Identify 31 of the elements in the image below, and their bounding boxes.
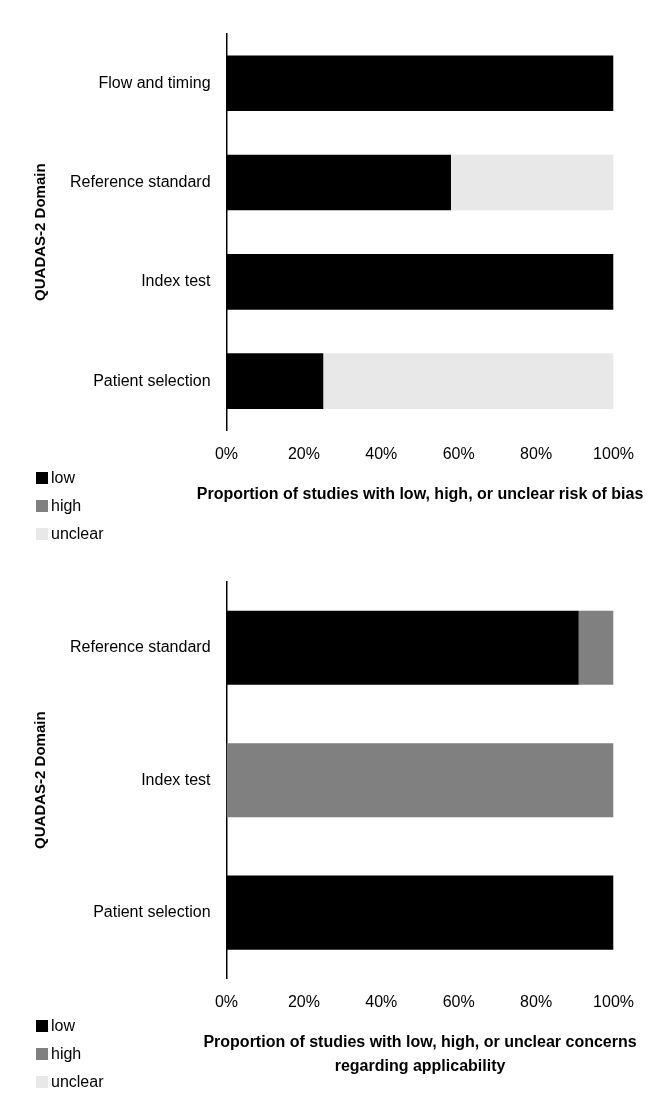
y-tick-label: Index test bbox=[141, 770, 212, 788]
y-tick-label: Patient selection bbox=[93, 903, 211, 921]
x-tick-label: 100% bbox=[593, 444, 634, 462]
y-tick-label: Patient selection bbox=[93, 371, 211, 389]
y-tick-label: Reference standard bbox=[70, 638, 211, 656]
bar bbox=[451, 154, 614, 211]
legend-label: low bbox=[51, 469, 76, 487]
legend-label: unclear bbox=[51, 1073, 104, 1091]
legend-label: high bbox=[51, 497, 82, 515]
legend-label: high bbox=[51, 1045, 82, 1063]
x-tick-label: 80% bbox=[520, 992, 553, 1010]
x-tick-label: 40% bbox=[365, 992, 398, 1010]
x-tick-label: 20% bbox=[287, 444, 320, 462]
y-axis-title: QUADAS-2 Domain bbox=[31, 163, 49, 301]
y-axis-title: QUADAS-2 Domain bbox=[31, 711, 49, 849]
legend-label: unclear bbox=[51, 525, 104, 543]
y-tick-label: Reference standard bbox=[70, 172, 211, 190]
y-tick-label: Index test bbox=[141, 272, 212, 290]
x-tick-label: 60% bbox=[442, 444, 475, 462]
y-tick-label: Flow and timing bbox=[98, 73, 211, 91]
x-tick-label: 0% bbox=[214, 992, 239, 1010]
legend-label: low bbox=[51, 1017, 76, 1035]
x-tick-label: 0% bbox=[214, 444, 239, 462]
x-tick-label: 20% bbox=[287, 992, 320, 1010]
x-tick-label: 100% bbox=[593, 992, 634, 1010]
x-tick-label: 60% bbox=[442, 992, 475, 1010]
x-tick-label: 80% bbox=[520, 444, 553, 462]
x-axis-title: Proportion of studies with low, high, or unclear concerns regarding applicability bbox=[202, 1032, 638, 1076]
bar bbox=[323, 353, 614, 409]
x-tick-label: 40% bbox=[365, 444, 398, 462]
x-axis-title: Proportion of studies with low, high, or unclear risk of bias bbox=[196, 484, 644, 504]
